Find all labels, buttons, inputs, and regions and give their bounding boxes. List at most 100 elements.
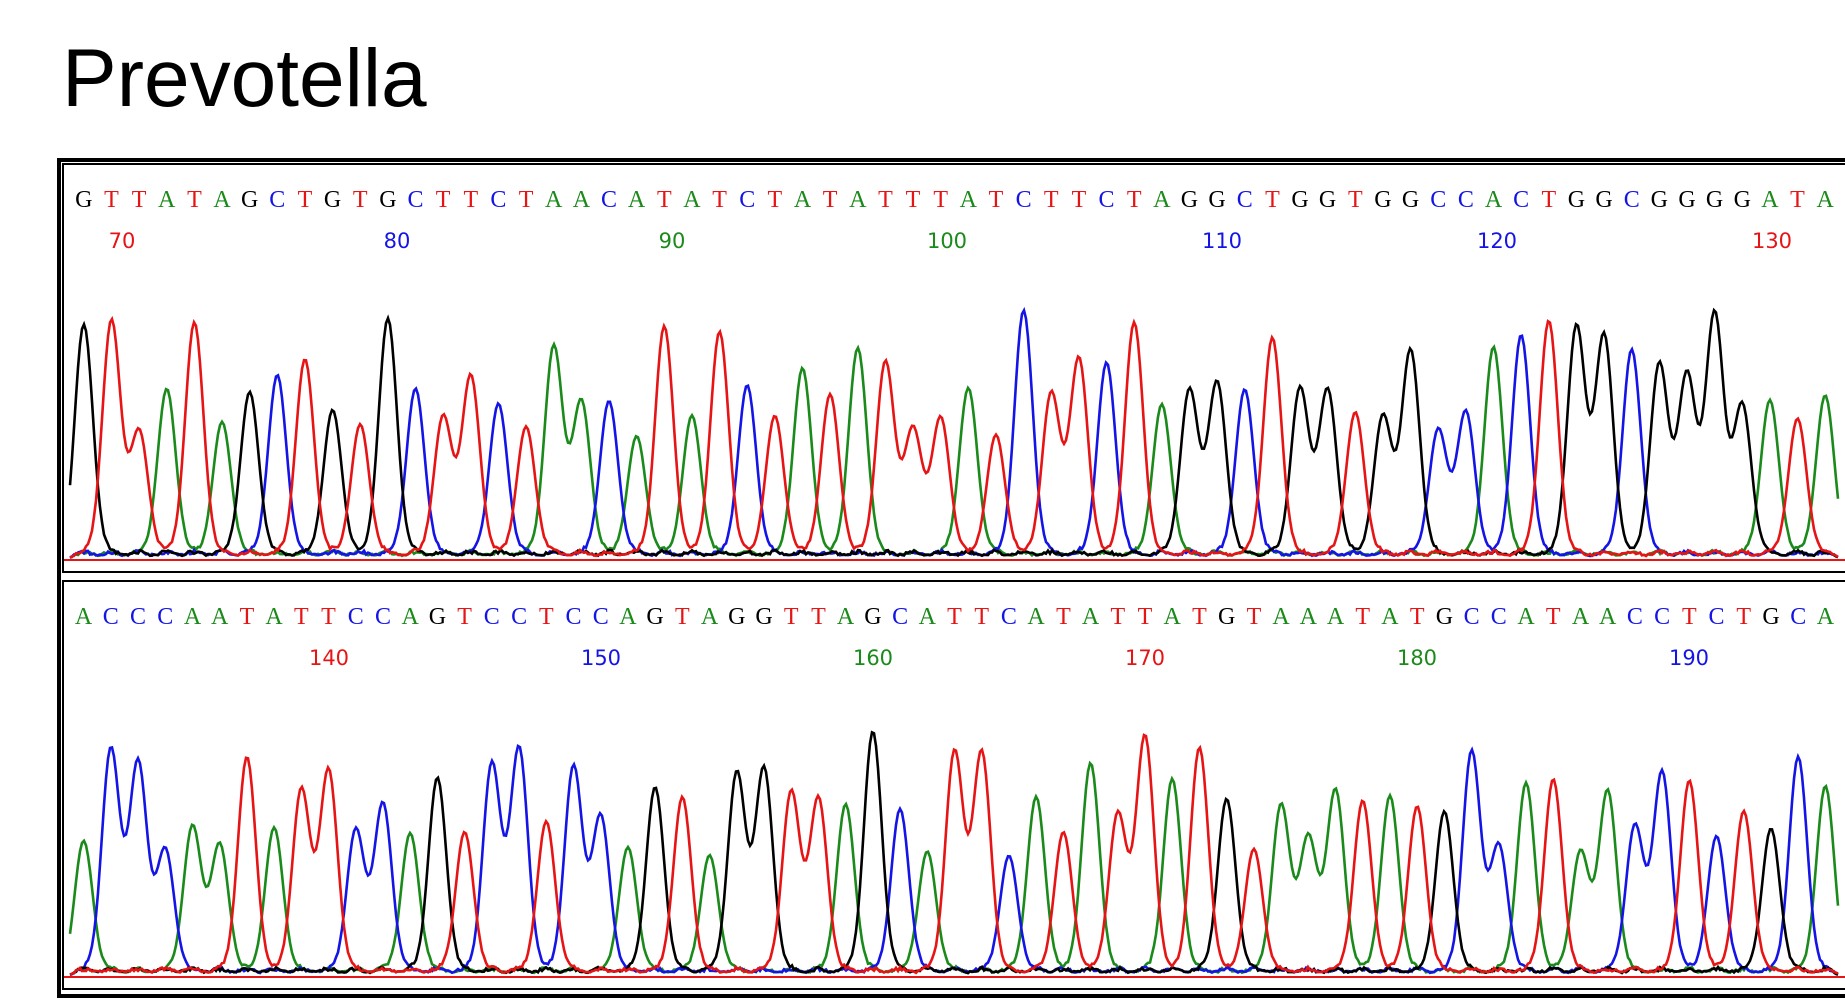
base-call: T xyxy=(933,187,948,213)
base-call: A xyxy=(1327,604,1345,630)
base-call: A xyxy=(1082,604,1100,630)
base-call: C xyxy=(407,187,423,213)
trace-T xyxy=(69,733,1839,976)
base-call: G xyxy=(1319,187,1336,213)
base-call: A xyxy=(1485,187,1503,213)
base-call: C xyxy=(157,604,173,630)
position-label: 80 xyxy=(384,229,411,253)
base-call: A xyxy=(158,187,176,213)
base-call: G xyxy=(1678,187,1695,213)
page-title: Prevotella xyxy=(62,33,427,124)
base-call: G xyxy=(1595,187,1612,213)
base-call: A xyxy=(1027,604,1045,630)
base-call: C xyxy=(601,187,617,213)
base-call: C xyxy=(1624,187,1640,213)
base-call: T xyxy=(811,604,826,630)
base-call: T xyxy=(989,187,1004,213)
position-label: 150 xyxy=(581,646,621,670)
base-call: T xyxy=(457,604,472,630)
base-call: G xyxy=(646,604,663,630)
base-call: C xyxy=(348,604,364,630)
trace-C xyxy=(69,743,1839,977)
base-call: C xyxy=(484,604,500,630)
base-call: A xyxy=(1153,187,1171,213)
base-call: T xyxy=(1192,604,1207,630)
base-call: T xyxy=(104,187,119,213)
trace-G xyxy=(69,730,1839,976)
base-call: G xyxy=(1402,187,1419,213)
base-call: G xyxy=(1734,187,1751,213)
base-call: G xyxy=(864,604,881,630)
base-call: T xyxy=(974,604,989,630)
base-call: C xyxy=(375,604,391,630)
base-call: T xyxy=(1541,187,1556,213)
base-call: G xyxy=(1706,187,1723,213)
base-call: G xyxy=(1374,187,1391,213)
base-call: T xyxy=(240,604,255,630)
base-call: C xyxy=(593,604,609,630)
base-call: C xyxy=(1458,187,1474,213)
base-call: T xyxy=(767,187,782,213)
base-call: A xyxy=(1381,604,1399,630)
base-call: C xyxy=(1098,187,1114,213)
position-label: 90 xyxy=(659,229,686,253)
base-call: T xyxy=(1355,604,1370,630)
position-label: 130 xyxy=(1752,229,1792,253)
base-call: C xyxy=(1001,604,1017,630)
base-call: C xyxy=(892,604,908,630)
base-call: A xyxy=(1572,604,1590,630)
base-call: T xyxy=(823,187,838,213)
position-label: 160 xyxy=(853,646,893,670)
base-call: G xyxy=(1762,604,1779,630)
position-label: 140 xyxy=(309,646,349,670)
base-call: A xyxy=(683,187,701,213)
base-call: C xyxy=(130,604,146,630)
position-label: 190 xyxy=(1669,646,1709,670)
position-label: 170 xyxy=(1125,646,1165,670)
base-call: C xyxy=(1430,187,1446,213)
base-call: T xyxy=(463,187,478,213)
trace-A xyxy=(69,340,1840,559)
base-call: T xyxy=(1682,604,1697,630)
base-call: A xyxy=(1817,604,1835,630)
trace-G xyxy=(68,307,1839,559)
base-call: A xyxy=(619,604,637,630)
base-call: G xyxy=(728,604,745,630)
base-call: A xyxy=(1817,187,1835,213)
base-call: A xyxy=(402,604,420,630)
base-call: A xyxy=(75,604,93,630)
base-call: A xyxy=(1164,604,1182,630)
base-call: G xyxy=(1181,187,1198,213)
base-call: G xyxy=(1208,187,1225,213)
base-call: T xyxy=(906,187,921,213)
base-call: G xyxy=(1218,604,1235,630)
base-call: T xyxy=(539,604,554,630)
position-label: 110 xyxy=(1202,229,1242,253)
base-call: T xyxy=(1072,187,1087,213)
base-call: A xyxy=(628,187,646,213)
base-call: A xyxy=(265,604,283,630)
base-call: A xyxy=(213,187,231,213)
base-call: T xyxy=(712,187,727,213)
base-call: A xyxy=(1272,604,1290,630)
position-label: 120 xyxy=(1477,229,1517,253)
position-label: 180 xyxy=(1397,646,1437,670)
base-call: G xyxy=(1291,187,1308,213)
base-call: A xyxy=(1300,604,1318,630)
position-label: 100 xyxy=(927,229,967,253)
base-call: C xyxy=(1016,187,1032,213)
base-call: C xyxy=(1237,187,1253,213)
base-call: C xyxy=(1464,604,1480,630)
base-call: A xyxy=(794,187,812,213)
base-call: C xyxy=(565,604,581,630)
base-call: T xyxy=(784,604,799,630)
base-call: T xyxy=(1110,604,1125,630)
base-call: G xyxy=(379,187,396,213)
base-call: T xyxy=(353,187,368,213)
base-call: T xyxy=(947,604,962,630)
base-call: A xyxy=(211,604,229,630)
base-call: A xyxy=(701,604,719,630)
